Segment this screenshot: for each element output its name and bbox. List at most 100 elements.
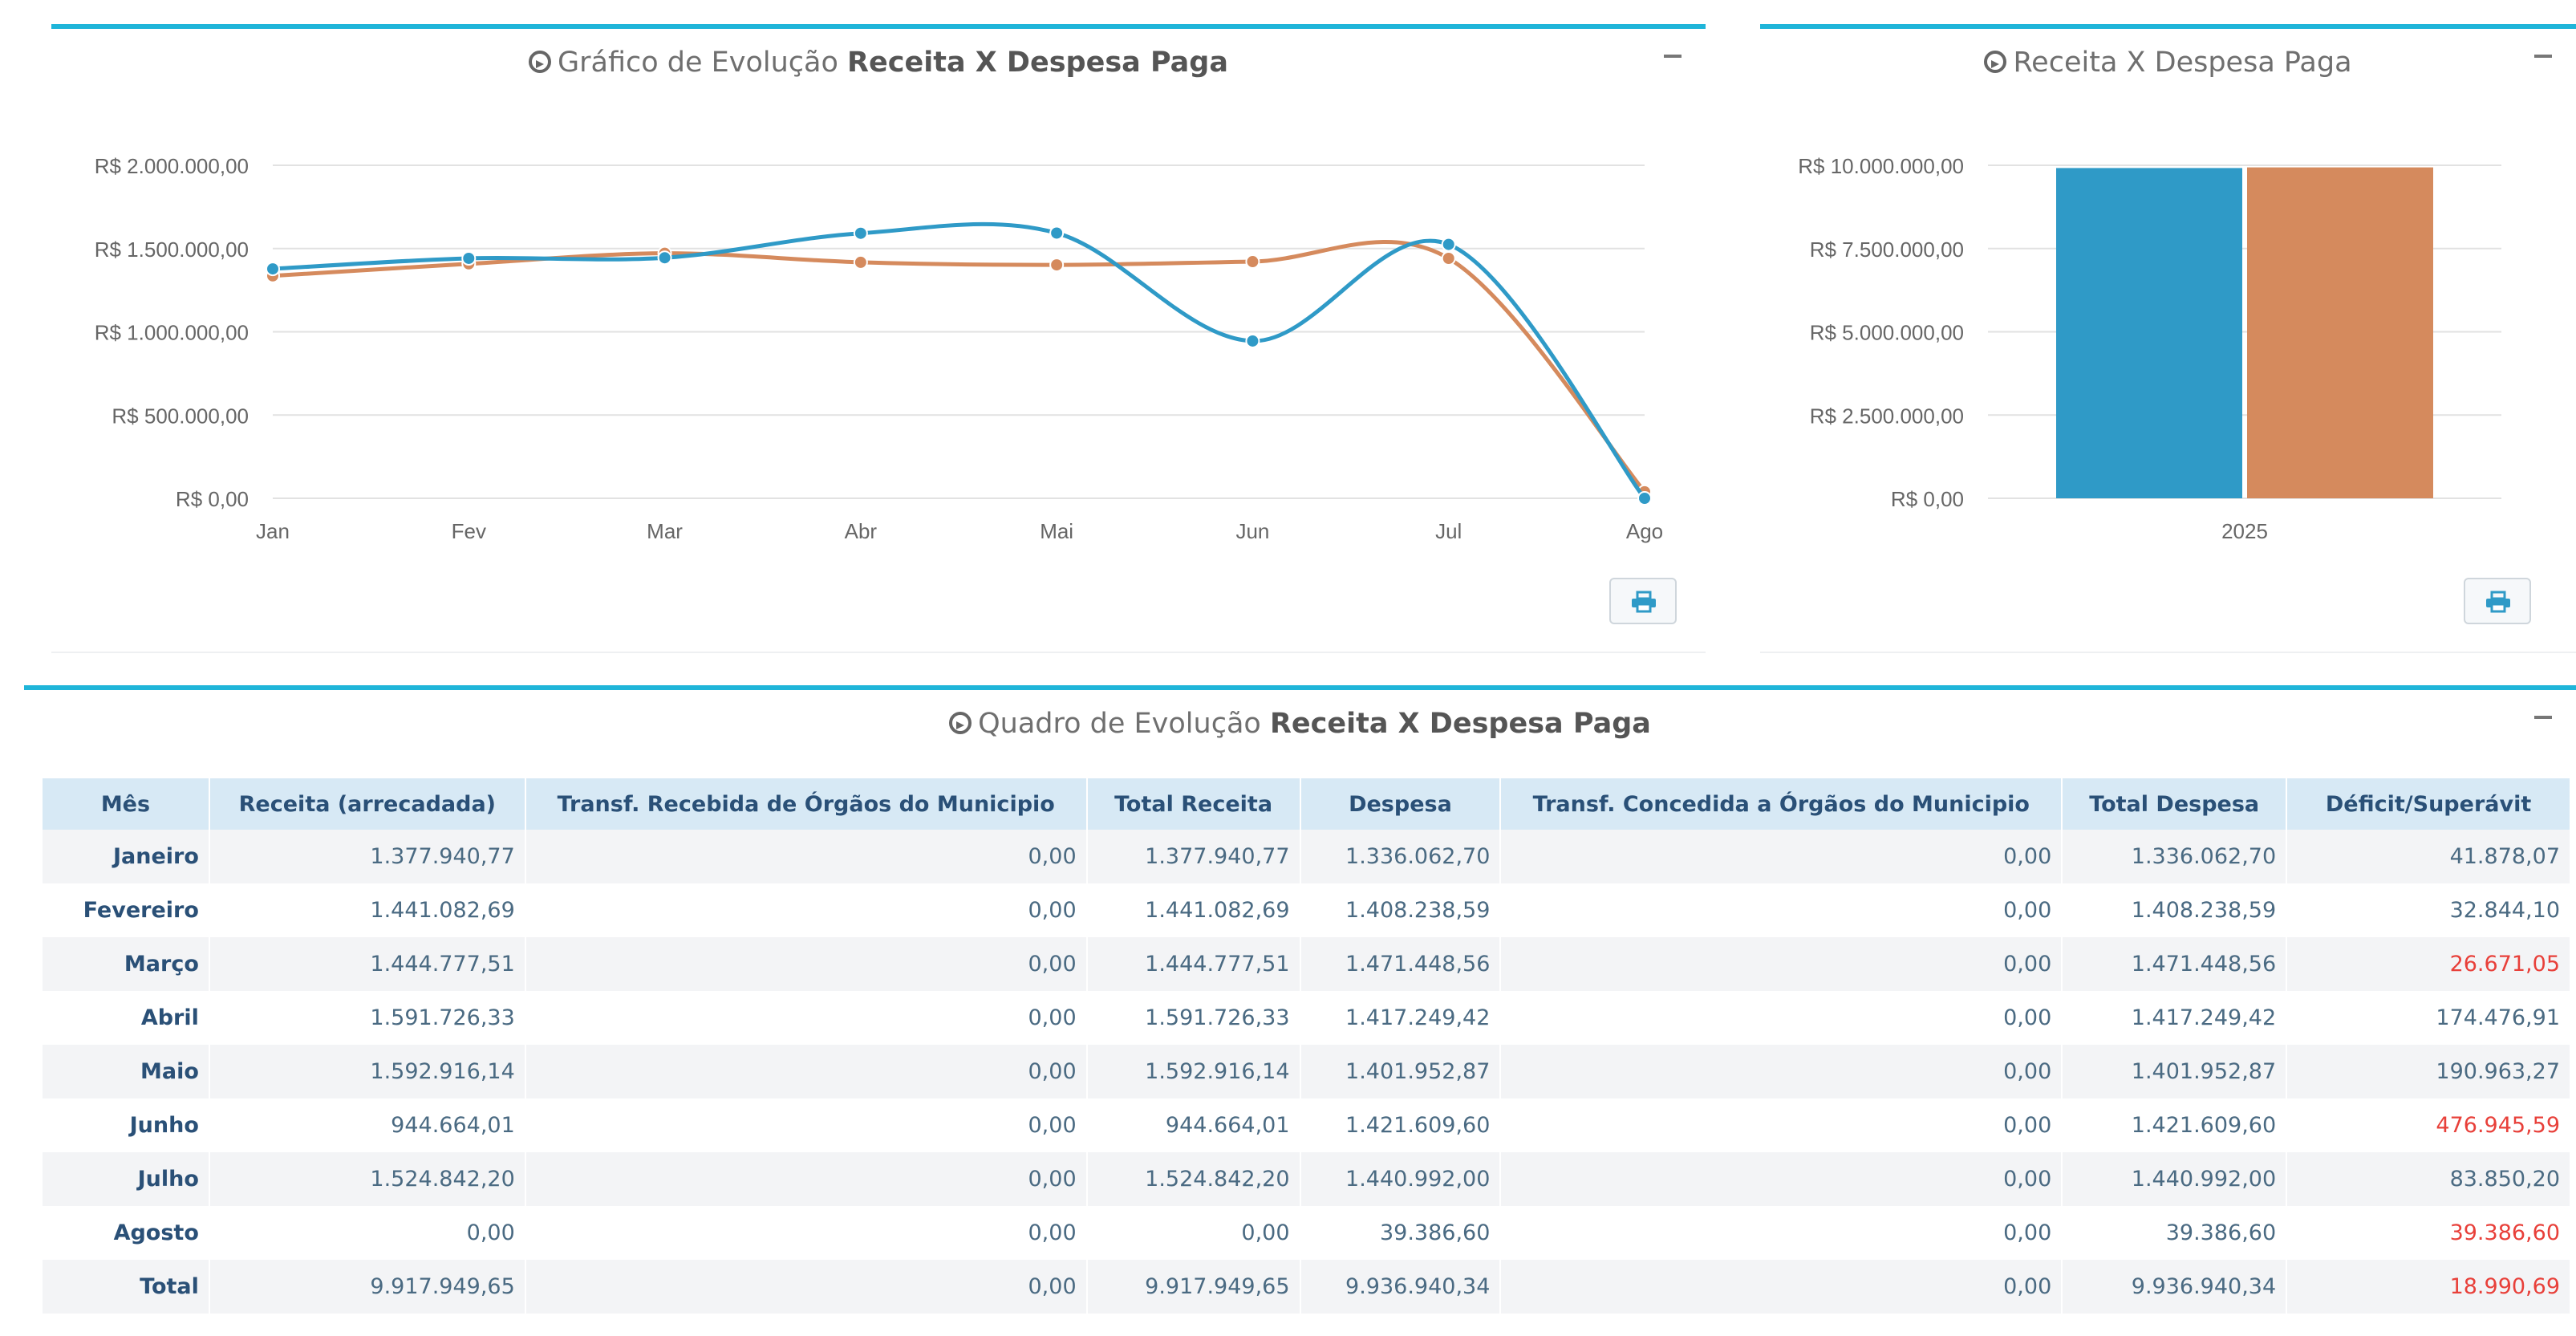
header-total-receita[interactable]: Total Receita <box>1086 778 1301 830</box>
value-cell: 1.401.952,87 <box>2062 1045 2288 1098</box>
value-cell: 1.444.777,51 <box>209 937 526 991</box>
value-cell: 32.844,10 <box>2286 883 2571 937</box>
value-cell: 83.850,20 <box>2286 1152 2571 1206</box>
y-tick-label: R$ 2.500.000,00 <box>1810 404 1964 428</box>
despesa-point <box>1049 258 1065 273</box>
value-cell: 1.408.238,59 <box>2062 883 2288 937</box>
value-cell: 1.471.448,56 <box>1300 937 1502 991</box>
value-cell: 1.441.082,69 <box>1086 883 1301 937</box>
value-cell: 0,00 <box>1086 1206 1301 1260</box>
value-cell: 1.377.940,77 <box>1086 830 1301 883</box>
value-cell: 1.408.238,59 <box>1300 883 1502 937</box>
value-cell: 1.471.448,56 <box>2062 937 2288 991</box>
value-cell: 1.336.062,70 <box>2062 830 2288 883</box>
print-bar-chart-button[interactable] <box>2464 578 2531 624</box>
value-cell: 9.917.949,65 <box>1086 1260 1301 1314</box>
x-tick-label: 2025 <box>2221 519 2268 543</box>
value-cell: 39.386,60 <box>2062 1206 2288 1260</box>
y-tick-label: R$ 10.000.000,00 <box>1798 154 1964 178</box>
value-cell: 9.936.940,34 <box>2062 1260 2288 1314</box>
receita-point <box>1049 225 1065 241</box>
y-tick-label: R$ 1.500.000,00 <box>95 238 249 262</box>
value-cell: 944.664,01 <box>209 1098 526 1152</box>
value-cell: 1.336.062,70 <box>1300 830 1502 883</box>
header-receita[interactable]: Receita (arrecadada) <box>209 778 526 830</box>
table-row: Junho 944.664,01 0,00 944.664,01 1.421.609,6… <box>43 1098 2571 1152</box>
value-cell: 1.591.726,33 <box>209 991 526 1045</box>
value-cell: 1.440.992,00 <box>2062 1152 2288 1206</box>
header-despesa[interactable]: Despesa <box>1300 778 1502 830</box>
x-tick-label: Mai <box>1040 519 1073 543</box>
value-cell: 0,00 <box>525 1045 1088 1098</box>
month-cell: Maio <box>43 1045 210 1098</box>
value-cell: 0,00 <box>1500 830 2063 883</box>
collapse-table-button[interactable] <box>2534 716 2552 719</box>
printer-icon <box>1632 591 1656 613</box>
line-chart-panel: Gráfico de Evolução Receita X Despesa Pa… <box>51 24 1706 653</box>
y-tick-label: R$ 7.500.000,00 <box>1810 238 1964 262</box>
value-cell: 1.417.249,42 <box>1300 991 1502 1045</box>
header-deficit-superavit[interactable]: Déficit/Superávit <box>2286 778 2571 830</box>
collapse-bar-chart-button[interactable] <box>2534 55 2552 58</box>
value-cell: 944.664,01 <box>1086 1098 1301 1152</box>
value-cell: 1.441.082,69 <box>209 883 526 937</box>
month-cell: Agosto <box>43 1206 210 1260</box>
value-cell: 9.917.949,65 <box>209 1260 526 1314</box>
table-row: Março 1.444.777,51 0,00 1.444.777,51 1.471.4… <box>43 937 2571 991</box>
header-transf-recebida[interactable]: Transf. Recebida de Órgãos do Municipio <box>525 778 1088 830</box>
value-cell: 0,00 <box>1500 1045 2063 1098</box>
arrow-circle-right-icon <box>1984 51 2007 73</box>
receita-point <box>853 225 868 241</box>
header-total-despesa[interactable]: Total Despesa <box>2062 778 2288 830</box>
y-tick-label: R$ 1.000.000,00 <box>95 321 249 345</box>
value-cell: 1.440.992,00 <box>1300 1152 1502 1206</box>
table-header-row: Mês Receita (arrecadada) Transf. Recebid… <box>43 778 2571 830</box>
value-cell: 0,00 <box>525 937 1088 991</box>
value-cell: 1.421.609,60 <box>2062 1098 2288 1152</box>
value-cell: 1.592.916,14 <box>1086 1045 1301 1098</box>
header-mes[interactable]: Mês <box>43 778 210 830</box>
value-cell: 0,00 <box>525 1206 1088 1260</box>
month-cell: Total <box>43 1260 210 1314</box>
receita-bar <box>2056 168 2242 498</box>
value-cell: 1.401.952,87 <box>1300 1045 1502 1098</box>
value-cell: 190.963,27 <box>2286 1045 2571 1098</box>
month-cell: Julho <box>43 1152 210 1206</box>
x-tick-label: Ago <box>1626 519 1663 543</box>
table-row: Abril 1.591.726,33 0,00 1.591.726,33 1.417.2… <box>43 991 2571 1045</box>
bar-chart-title: Receita X Despesa Paga <box>1760 47 2576 79</box>
value-cell: 174.476,91 <box>2286 991 2571 1045</box>
bar-chart-panel: Receita X Despesa Paga R$ 0,00 R$ 2.500.0… <box>1760 24 2576 653</box>
value-cell: 0,00 <box>1500 1206 2063 1260</box>
table-row: Janeiro 1.377.940,77 0,00 1.377.940,77 1.336… <box>43 830 2571 883</box>
value-cell: 0,00 <box>525 991 1088 1045</box>
x-tick-label: Mar <box>647 519 683 543</box>
value-cell: 0,00 <box>525 1152 1088 1206</box>
bar-chart: R$ 0,00 R$ 2.500.000,00 R$ 5.000.000,00 R$ … <box>1798 154 2501 543</box>
despesa-point <box>1245 254 1260 270</box>
value-cell: 1.591.726,33 <box>1086 991 1301 1045</box>
receita-point <box>1245 333 1260 348</box>
arrow-circle-right-icon <box>949 712 972 734</box>
x-tick-label: Jun <box>1235 519 1269 543</box>
table-row: Julho 1.524.842,20 0,00 1.524.842,20 1.440.9… <box>43 1152 2571 1206</box>
despesa-series-line <box>272 240 1646 493</box>
header-transf-concedida[interactable]: Transf. Concedida a Órgãos do Municipio <box>1500 778 2063 830</box>
month-cell: Março <box>43 937 210 991</box>
value-cell: 1.417.249,42 <box>2062 991 2288 1045</box>
print-line-chart-button[interactable] <box>1609 578 1677 624</box>
value-cell: 26.671,05 <box>2286 937 2571 991</box>
value-cell: 476.945,59 <box>2286 1098 2571 1152</box>
collapse-line-chart-button[interactable] <box>1664 55 1681 58</box>
arrow-circle-right-icon <box>529 51 551 73</box>
value-cell: 1.377.940,77 <box>209 830 526 883</box>
despesa-bar <box>2247 167 2433 498</box>
value-cell: 0,00 <box>1500 1098 2063 1152</box>
y-tick-label: R$ 0,00 <box>1891 487 1964 511</box>
value-cell: 0,00 <box>525 883 1088 937</box>
y-tick-label: R$ 2.000.000,00 <box>95 154 249 178</box>
value-cell: 0,00 <box>525 1260 1088 1314</box>
table-row: Fevereiro 1.441.082,69 0,00 1.441.082,69 1.4… <box>43 883 2571 937</box>
value-cell: 1.592.916,14 <box>209 1045 526 1098</box>
value-cell: 0,00 <box>1500 1260 2063 1314</box>
